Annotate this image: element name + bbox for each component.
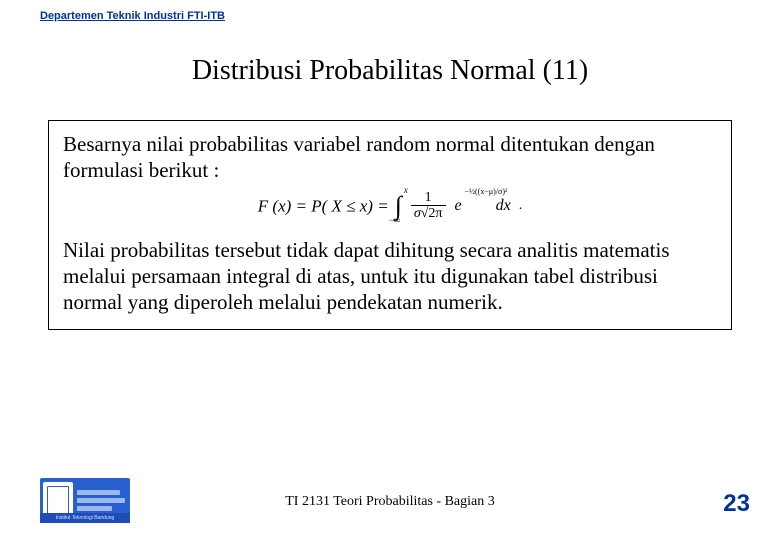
footer-text: TI 2131 Teori Probabilitas - Bagian 3 [0, 494, 780, 510]
exponential: e −½((x−μ)/σ)² [455, 197, 462, 215]
page-number: 23 [723, 490, 750, 518]
department-header: Departemen Teknik Industri FTI-ITB [40, 10, 225, 22]
dx: dx [496, 197, 511, 214]
intro-paragraph: Besarnya nilai probabilitas variabel ran… [63, 131, 717, 184]
logo-caption: Institut Teknologi Bandung [40, 513, 130, 523]
explanation-paragraph: Nilai probabilitas tersebut tidak dapat … [63, 237, 717, 316]
fraction-denominator: σ√2π [411, 206, 446, 223]
slide-title: Distribusi Probabilitas Normal (11) [0, 55, 780, 87]
e-base: e [455, 197, 462, 214]
fraction-numerator: 1 [411, 190, 446, 206]
sqrt-2pi: √2π [421, 206, 443, 221]
exponent: −½((x−μ)/σ)² [465, 187, 508, 196]
integral-lower: −∞ [389, 215, 401, 225]
content-box: Besarnya nilai probabilitas variabel ran… [48, 120, 732, 330]
fraction: 1 σ√2π [411, 190, 446, 223]
formula-lhs: F (x) = P( X ≤ x) = [258, 196, 389, 215]
sigma: σ [414, 206, 421, 221]
formula: F (x) = P( X ≤ x) = ∫ x −∞ 1 σ√2π e −½((… [63, 190, 717, 223]
formula-period: . [519, 198, 523, 213]
integral-upper: x [404, 185, 408, 195]
integral-sign: ∫ x −∞ [395, 191, 402, 221]
